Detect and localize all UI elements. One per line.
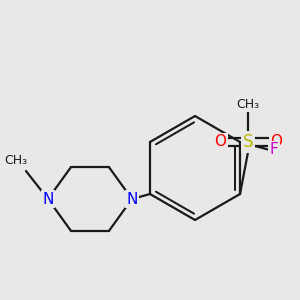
Text: F: F [270,142,278,158]
Text: N: N [126,191,138,206]
Text: CH₃: CH₃ [4,154,28,167]
Text: O: O [270,134,282,149]
Text: N: N [42,191,54,206]
Text: S: S [243,133,253,151]
Text: CH₃: CH₃ [236,98,260,110]
Text: O: O [214,134,226,149]
